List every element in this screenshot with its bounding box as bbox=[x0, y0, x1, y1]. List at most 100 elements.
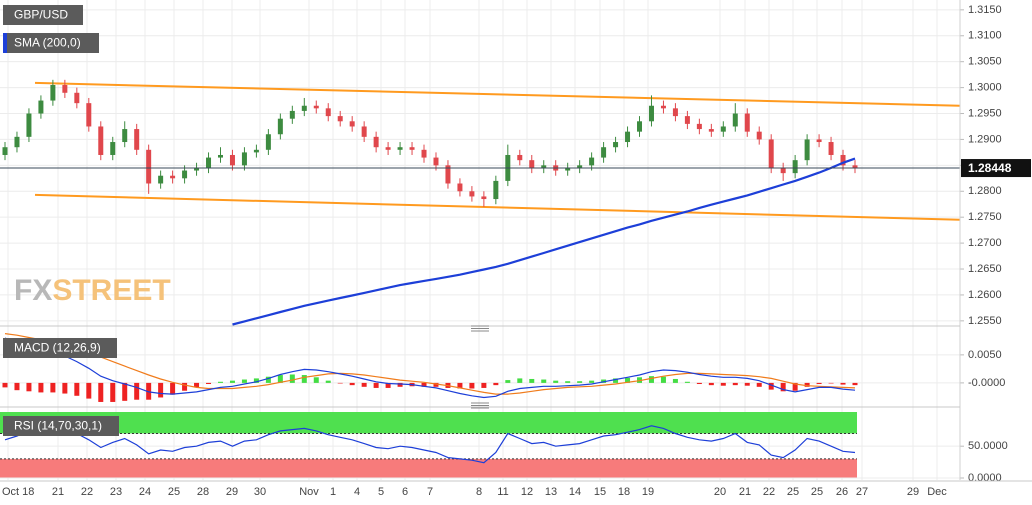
histogram-bar bbox=[182, 382, 188, 391]
histogram-bar bbox=[122, 382, 128, 401]
watermark: FX bbox=[14, 274, 52, 307]
histogram-bar bbox=[349, 382, 355, 386]
candle-body bbox=[14, 136, 20, 148]
histogram-bar bbox=[517, 378, 523, 383]
candle-body bbox=[672, 108, 678, 117]
watermark: STREET bbox=[52, 274, 170, 307]
candle-body bbox=[277, 118, 283, 135]
candle-body bbox=[253, 149, 259, 153]
histogram-bar bbox=[529, 378, 535, 383]
histogram-bar bbox=[134, 382, 140, 400]
x-tick-label: 21 bbox=[52, 486, 64, 498]
candle-body bbox=[409, 147, 415, 150]
histogram-bar bbox=[433, 382, 439, 387]
x-tick-label: 8 bbox=[476, 486, 482, 498]
labels: GBP/USD SMA (200,0) MACD (12,26,9) RSI (… bbox=[3, 5, 119, 436]
histogram-bar bbox=[206, 382, 212, 385]
candle-body bbox=[445, 165, 451, 184]
histogram-bar bbox=[756, 382, 762, 387]
histogram-bar bbox=[277, 375, 283, 383]
candle-body bbox=[206, 157, 212, 168]
candle-body bbox=[421, 149, 427, 158]
histogram-bar bbox=[792, 382, 798, 391]
candle-body bbox=[98, 126, 104, 155]
histogram-bar bbox=[158, 382, 164, 398]
candle-body bbox=[684, 116, 690, 124]
histogram-bar bbox=[325, 380, 331, 383]
candle-body bbox=[828, 142, 834, 155]
oversold-band bbox=[0, 458, 857, 478]
macd-title: MACD (12,26,9) bbox=[14, 341, 101, 355]
x-tick-label: 12 bbox=[521, 486, 533, 498]
y-tick-label: 1.2700 bbox=[968, 237, 1002, 249]
histogram-bar bbox=[577, 381, 583, 383]
y-tick-label: 1.2550 bbox=[968, 315, 1002, 327]
histogram-bar bbox=[98, 382, 104, 402]
histogram-bar bbox=[541, 379, 547, 383]
candle-body bbox=[708, 129, 714, 132]
candle-body bbox=[217, 154, 223, 158]
histogram-bar bbox=[38, 382, 44, 393]
histogram-bar bbox=[469, 382, 475, 389]
histogram-bar bbox=[720, 382, 726, 386]
candle-body bbox=[481, 196, 487, 200]
candle-body bbox=[744, 113, 750, 132]
candle-body bbox=[325, 108, 331, 117]
x-tick-label: 29 bbox=[907, 486, 919, 498]
histogram-bar bbox=[613, 378, 619, 383]
candle-body bbox=[313, 105, 319, 109]
histogram-bar bbox=[804, 382, 810, 387]
histogram-bar bbox=[62, 382, 68, 394]
histogram-bar bbox=[840, 382, 846, 385]
candle-body bbox=[62, 85, 68, 93]
histogram-bar bbox=[50, 382, 56, 393]
histogram-bar bbox=[241, 379, 247, 383]
candle-body bbox=[433, 157, 439, 166]
histogram-bar bbox=[565, 381, 571, 383]
rsi-title: RSI (14,70,30,1) bbox=[14, 419, 102, 433]
histogram-bar bbox=[625, 377, 631, 383]
histogram-bar bbox=[86, 382, 92, 399]
candle-body bbox=[134, 129, 140, 150]
channel-line bbox=[34, 193, 961, 221]
candle-body bbox=[397, 147, 403, 150]
histogram-bar bbox=[194, 382, 200, 388]
x-tick-label: 14 bbox=[569, 486, 581, 498]
resize-handle[interactable] bbox=[471, 402, 489, 409]
histogram-bar bbox=[229, 380, 235, 383]
overbought-band bbox=[0, 412, 857, 434]
x-tick-label: Dec bbox=[927, 486, 947, 498]
candle-body bbox=[2, 147, 8, 155]
candle-body bbox=[529, 160, 535, 168]
candle-body bbox=[601, 147, 607, 158]
histogram-bar bbox=[505, 380, 511, 383]
x-tick-label: 22 bbox=[763, 486, 775, 498]
x-tick-label: 29 bbox=[226, 486, 238, 498]
candle-body bbox=[241, 152, 247, 166]
resize-handle[interactable] bbox=[471, 325, 489, 332]
x-tick-label: 25 bbox=[168, 486, 180, 498]
candle-body bbox=[385, 147, 391, 150]
x-tick-label: 11 bbox=[497, 486, 508, 498]
candle-body bbox=[146, 149, 152, 184]
y-tick-label: 1.2800 bbox=[968, 185, 1002, 197]
histogram-bar bbox=[660, 376, 666, 383]
x-tick-label: 30 bbox=[254, 486, 266, 498]
x-tick-label: Nov bbox=[299, 486, 319, 498]
channel-line bbox=[34, 81, 961, 107]
last-price-label: 1.28448 bbox=[968, 161, 1012, 175]
candle-body bbox=[170, 175, 176, 179]
x-tick-label: 26 bbox=[836, 486, 848, 498]
histogram-bar bbox=[421, 382, 427, 387]
y-tick-label: 50.0000 bbox=[968, 440, 1008, 452]
candle-body bbox=[289, 110, 295, 119]
histogram-bar bbox=[385, 382, 391, 388]
x-tick-label: 19 bbox=[642, 486, 654, 498]
y-tick-label: 0.0050 bbox=[968, 349, 1002, 361]
candle-body bbox=[158, 175, 164, 184]
x-tick-label: 18 bbox=[618, 486, 630, 498]
candle-body bbox=[86, 103, 92, 127]
histogram-bar bbox=[732, 382, 738, 386]
x-tick-label: 7 bbox=[427, 486, 433, 498]
